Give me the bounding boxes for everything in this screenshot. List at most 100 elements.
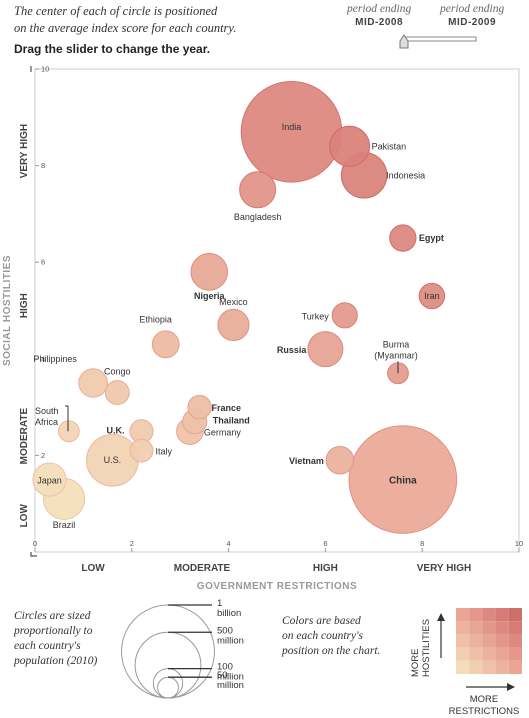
axis-ticks: 0 2 4 6 8 10 2 4 6 8 10 LOW MODERATE HIGH VERY HIGH LOW… [19, 65, 523, 575]
color-legend-line: Colors are based [282, 615, 361, 627]
color-legend-cell [508, 608, 522, 622]
size-legend-unit: million [217, 635, 244, 646]
country-label: U.K. [106, 425, 124, 435]
x-band-label: VERY HIGH [417, 563, 471, 574]
size-legend-value: 50 [217, 670, 228, 681]
country-bubble[interactable] [217, 308, 250, 342]
x-band-label: HIGH [313, 563, 338, 574]
color-legend-cell [508, 647, 522, 661]
color-legend-cell [456, 660, 470, 674]
country-label: Germany [204, 427, 242, 437]
color-legend-line: position on the chart. [282, 645, 381, 657]
x-tick-label: 2 [130, 539, 134, 548]
country-label: Brazil [53, 520, 76, 530]
slider-instruction: Drag the slider to change the year. [14, 42, 211, 56]
size-legend-value: 100 [217, 662, 233, 673]
slider-start-label: period ending MID-2008 [347, 3, 411, 29]
country-bubble[interactable] [129, 438, 154, 463]
country-bubble[interactable] [307, 331, 344, 368]
country-bubble[interactable] [78, 368, 108, 398]
color-legend-cell [456, 608, 470, 622]
country-label: Pakistan [372, 141, 407, 151]
color-legend-x-label-2: RESTRICTIONS [449, 706, 520, 717]
y-band-label: HIGH [19, 293, 30, 318]
size-legend-circle [121, 604, 215, 699]
x-tick-label: 8 [420, 539, 424, 548]
country-bubble[interactable] [418, 282, 446, 310]
country-label: U.S. [104, 455, 122, 465]
country-bubble[interactable] [325, 445, 355, 475]
country-label: Congo [104, 367, 131, 377]
x-tick-label: 10 [515, 539, 523, 548]
color-legend-cell [495, 660, 509, 674]
size-legend-unit: million [217, 672, 244, 683]
color-legend-cell [456, 634, 470, 648]
country-bubble[interactable] [239, 171, 277, 209]
x-tick-label: 4 [227, 539, 231, 548]
color-legend-x-arrow [466, 683, 515, 691]
color-legend-cell [456, 647, 470, 661]
country-label: Turkey [302, 311, 330, 321]
intro-text: The center of each of circle is position… [14, 3, 314, 37]
y-tick-label: 2 [41, 451, 45, 460]
color-legend-cell [456, 621, 470, 635]
size-legend-circle [152, 668, 184, 699]
country-label: Vietnam [289, 456, 324, 466]
country-bubble[interactable] [57, 420, 80, 443]
color-legend [456, 608, 522, 674]
country-bubble[interactable] [329, 125, 371, 167]
country-label: Burma [383, 339, 410, 349]
size-legend-value: 1 [217, 598, 222, 609]
country-label: Italy [155, 447, 172, 457]
color-legend-cell [469, 660, 483, 674]
y-tick-label: 6 [41, 258, 45, 267]
year-slider[interactable] [399, 34, 477, 49]
y-band-label: MODERATE [19, 408, 30, 465]
slider-track[interactable] [403, 36, 477, 42]
color-legend-cell [495, 647, 509, 661]
color-legend-cell [482, 634, 496, 648]
country-label: Philippines [33, 354, 77, 364]
country-label: Nigeria [194, 291, 226, 301]
bubble-labels: India Pakistan Indonesia Bangladesh Egypt Nig… [33, 122, 444, 530]
country-bubble[interactable] [187, 394, 212, 420]
country-bubble[interactable] [331, 302, 358, 329]
country-bubble[interactable] [104, 380, 130, 406]
country-label: (Myanmar) [374, 350, 418, 360]
color-legend-y-arrow [437, 613, 445, 658]
size-legend-line: proportionally to [14, 625, 93, 637]
country-label: Mexico [219, 297, 248, 307]
country-bubble[interactable] [348, 425, 458, 534]
color-legend-line: on each country's [282, 630, 364, 642]
color-legend-y-label-2: HOSTILITIES [421, 619, 432, 677]
size-legend-value: 500 [217, 625, 233, 636]
country-label: Russia [277, 345, 308, 355]
country-label: Indonesia [386, 170, 425, 180]
color-legend-cell [495, 634, 509, 648]
country-label: Egypt [419, 233, 444, 243]
color-legend-cell [508, 621, 522, 635]
country-label: Japan [37, 476, 62, 486]
color-legend-cell [482, 647, 496, 661]
size-legend-unit: billion [217, 608, 241, 619]
slider-end-label: period ending MID-2009 [440, 3, 504, 29]
color-legend-cell [508, 634, 522, 648]
y-tick-label: 8 [41, 161, 45, 170]
country-bubble[interactable] [151, 330, 180, 359]
country-label: Bangladesh [234, 212, 282, 222]
x-band-label: MODERATE [174, 563, 231, 574]
x-tick-label: 6 [323, 539, 327, 548]
size-legend-circle [134, 631, 202, 699]
slider-handle[interactable] [399, 34, 409, 49]
y-tick-label: 4 [41, 354, 45, 363]
x-axis-title: GOVERNMENT RESTRICTIONS [197, 581, 357, 592]
country-label: Iran [424, 291, 440, 301]
slider-start-italic: period ending [347, 3, 412, 15]
color-legend-text: Colors are based on each country's posit… [282, 614, 380, 659]
country-bubble[interactable] [190, 253, 229, 291]
country-bubble[interactable] [389, 224, 417, 252]
color-legend-cell [482, 608, 496, 622]
country-bubble[interactable] [32, 462, 67, 497]
